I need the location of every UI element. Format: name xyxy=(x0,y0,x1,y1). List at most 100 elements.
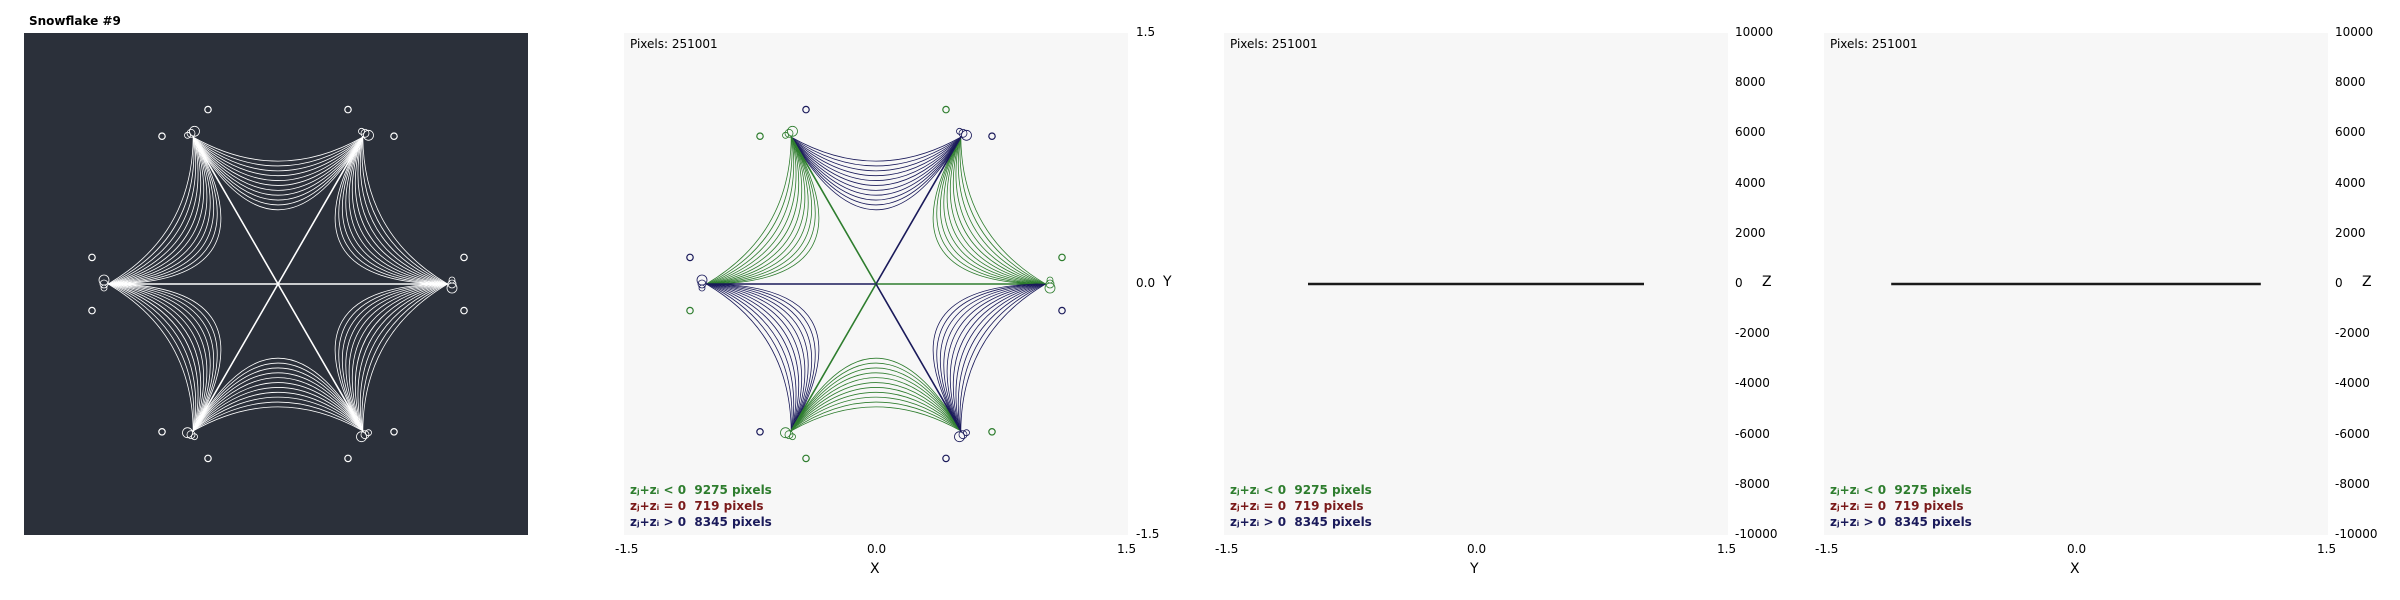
snowflake-tip-curl xyxy=(446,282,458,294)
snowflake-curve xyxy=(710,140,802,285)
snowflake-curve xyxy=(952,283,1043,428)
snowflake-curve xyxy=(932,283,1038,424)
x-tick-left: -1.5 xyxy=(615,542,639,556)
snowflake-curve xyxy=(959,283,1045,431)
snowflake-curve xyxy=(952,140,1043,285)
z-tick-label: -10000 xyxy=(2335,527,2378,541)
snowflake-tip-curl xyxy=(447,279,457,289)
snowflake-tip-curl xyxy=(784,430,794,440)
snowflake-spoke xyxy=(192,283,279,433)
snowflake-curve xyxy=(193,401,363,431)
z-tick-label: -6000 xyxy=(1735,426,1770,441)
snowflake-outer-dot xyxy=(390,427,398,436)
snowflake-tip-curl xyxy=(697,279,707,289)
x-tick-mid: 0.0 xyxy=(867,542,887,556)
legend-zero-count: 719 pixels xyxy=(1894,499,1964,513)
snowflake-curve xyxy=(109,138,197,285)
snowflake-tip-curl xyxy=(963,429,970,437)
x-axis-label: Y xyxy=(1470,561,1479,577)
snowflake-tip-curl xyxy=(98,274,110,286)
snowflake-curve xyxy=(712,283,809,426)
z-tick-label: -2000 xyxy=(1735,326,1770,341)
z-tick-label: 10000 xyxy=(1735,25,1774,39)
snowflake-curve xyxy=(110,283,199,429)
legend-zero: zⱼ+zᵢ = 0 719 pixels xyxy=(1830,499,1963,513)
snowflake-outer-dot xyxy=(756,132,764,141)
z-tick-label: 8000 xyxy=(2335,75,2366,90)
snowflake-curve xyxy=(193,406,363,432)
snowflake-outer-dot xyxy=(344,454,352,463)
snowflake-curve xyxy=(341,283,441,426)
snowflake-curve xyxy=(795,358,957,424)
snowflake-curve xyxy=(109,137,195,285)
snowflake-outer-dot xyxy=(686,253,694,262)
y-axis-label: Y xyxy=(1163,274,1172,290)
snowflake-curves xyxy=(88,105,468,463)
snowflake-curve xyxy=(195,377,361,427)
snowflake-tip-curl xyxy=(956,127,963,135)
x-tick-left: -1.5 xyxy=(1815,542,1839,556)
z-tick-label: 2000 xyxy=(2335,225,2366,240)
snowflake-curve xyxy=(792,387,960,429)
snowflake-curve xyxy=(354,140,445,285)
snowflake-curve xyxy=(116,283,222,424)
snowflake-curve xyxy=(116,144,222,285)
legend-positive-count: 8345 pixels xyxy=(1894,515,1972,529)
snowflake-curve xyxy=(109,283,197,430)
snowflake-tip-curl xyxy=(184,131,191,139)
snowflake-curve xyxy=(939,142,1039,285)
snowflake-curve xyxy=(113,283,208,427)
figure-title: Snowflake #9 xyxy=(29,14,121,28)
snowflake-tip-curl xyxy=(189,125,200,137)
snowflake-curve xyxy=(794,142,958,201)
snowflake-outer-dot xyxy=(802,105,810,114)
x-tick-right: 1.5 xyxy=(1117,542,1137,556)
z-tick-label: -4000 xyxy=(2335,376,2370,391)
legend-negative-label: zⱼ+zᵢ < 0 xyxy=(1830,483,1887,497)
snowflake-outer-dot xyxy=(88,253,96,262)
snowflake-curve xyxy=(112,140,204,285)
snowflake-outer-dot xyxy=(1058,253,1066,262)
snowflake-curve xyxy=(338,283,440,425)
z-axis-label: Z xyxy=(2362,274,2372,290)
snowflake-curve xyxy=(194,392,362,430)
legend-positive-label: zⱼ+zᵢ > 0 xyxy=(1830,515,1887,529)
snowflake-curve xyxy=(707,137,793,285)
snowflake-curve xyxy=(115,142,215,285)
snowflake-curve xyxy=(196,142,360,201)
z-tick-label: 6000 xyxy=(1735,125,1766,140)
snowflake-curve xyxy=(194,139,362,181)
snowflake-tip-curl xyxy=(782,131,789,139)
snowflake-tip-curl xyxy=(696,274,708,286)
snowflake-curve xyxy=(791,136,961,162)
snowflake-curve xyxy=(357,139,446,285)
legend-negative: zⱼ+zᵢ < 0 9275 pixels xyxy=(1830,483,1972,497)
snowflake-curve xyxy=(711,283,806,427)
snowflake-curve xyxy=(334,283,440,424)
x-tick-mid: 0.0 xyxy=(2067,542,2087,556)
snowflake-curve xyxy=(354,283,445,428)
snowflake-curve xyxy=(946,141,1041,285)
legend-positive: zⱼ+zᵢ > 0 8345 pixels xyxy=(1830,515,1972,529)
snowflake-curve xyxy=(793,140,959,186)
z-tick-label: -8000 xyxy=(2335,476,2370,491)
x-tick-mid: 0.0 xyxy=(1467,542,1487,556)
snowflake-tip-curl xyxy=(958,430,968,440)
snowflake-outer-dot xyxy=(158,427,166,436)
snowflake-curve xyxy=(791,138,961,172)
snowflake-curve xyxy=(114,283,211,426)
snowflake-curve xyxy=(359,138,447,285)
snowflake-curve xyxy=(194,138,362,176)
z-tick-label: 10000 xyxy=(2335,25,2374,39)
snowflake-curve xyxy=(352,140,444,285)
snowflake-curve xyxy=(115,283,215,426)
snowflake-curve xyxy=(362,283,448,431)
snowflake-tip-curl xyxy=(363,129,374,141)
snowflake-tip-curl xyxy=(191,433,198,441)
snowflake-outer-dot xyxy=(204,454,212,463)
snowflake-curve xyxy=(946,283,1041,427)
snowflake-curve xyxy=(334,144,440,285)
y-tick-top: 1.5 xyxy=(1136,25,1156,39)
snowflake-curve xyxy=(361,283,447,431)
snowflake-curve xyxy=(707,138,795,285)
